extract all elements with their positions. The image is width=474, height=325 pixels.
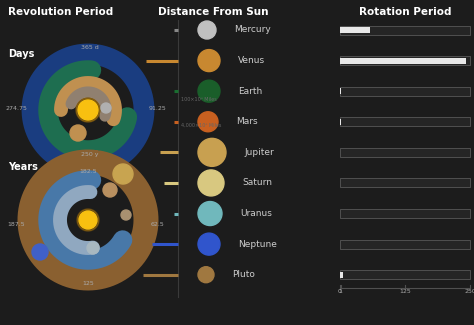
- Text: 91.25: 91.25: [149, 106, 167, 111]
- Text: 125: 125: [399, 289, 411, 294]
- Bar: [340, 178, 470, 188]
- Text: 62.5: 62.5: [151, 222, 165, 227]
- Circle shape: [198, 80, 220, 102]
- Text: Rotation Period: Rotation Period: [359, 7, 451, 17]
- Circle shape: [198, 138, 226, 166]
- Circle shape: [103, 183, 117, 197]
- Text: Revolution Period: Revolution Period: [8, 7, 113, 17]
- Circle shape: [198, 202, 222, 226]
- Text: 100×10⁶ Miles: 100×10⁶ Miles: [181, 97, 217, 102]
- Bar: [340, 209, 470, 218]
- Circle shape: [198, 50, 220, 72]
- Circle shape: [198, 21, 216, 39]
- Text: Jupiter: Jupiter: [244, 148, 274, 157]
- Text: 1: 1: [338, 289, 342, 294]
- Circle shape: [78, 100, 98, 120]
- Circle shape: [198, 112, 218, 132]
- Text: Mercury: Mercury: [234, 25, 271, 34]
- Bar: [340, 27, 371, 33]
- Bar: [340, 87, 470, 96]
- Text: Saturn: Saturn: [242, 178, 272, 188]
- Circle shape: [198, 170, 224, 196]
- Circle shape: [121, 210, 131, 220]
- Text: Earth: Earth: [238, 87, 262, 96]
- Bar: [340, 240, 470, 249]
- Circle shape: [70, 125, 86, 141]
- Circle shape: [113, 164, 133, 184]
- Text: 274.75: 274.75: [5, 106, 27, 111]
- Text: Mars: Mars: [236, 117, 258, 126]
- Circle shape: [198, 233, 220, 255]
- Circle shape: [198, 267, 214, 283]
- Circle shape: [32, 244, 48, 260]
- Circle shape: [101, 103, 111, 113]
- Text: 0: 0: [338, 289, 342, 294]
- Text: Uranus: Uranus: [240, 209, 272, 218]
- Bar: [340, 117, 470, 126]
- Bar: [340, 25, 470, 34]
- Text: Days: Days: [8, 49, 35, 59]
- Text: Years: Years: [8, 162, 38, 172]
- Text: Pluto: Pluto: [232, 270, 255, 279]
- Text: 250 y: 250 y: [81, 152, 99, 157]
- Text: 250: 250: [464, 289, 474, 294]
- Bar: [340, 58, 466, 64]
- Text: 365 d: 365 d: [81, 45, 99, 50]
- Bar: [340, 56, 470, 65]
- Circle shape: [76, 98, 100, 122]
- Text: Neptune: Neptune: [238, 240, 277, 249]
- Circle shape: [79, 211, 97, 229]
- Circle shape: [77, 209, 99, 231]
- Bar: [340, 270, 470, 279]
- Text: 187.5: 187.5: [8, 222, 25, 227]
- Circle shape: [87, 242, 99, 254]
- Text: Venus: Venus: [238, 56, 265, 65]
- Text: Distance From Sun: Distance From Sun: [158, 7, 268, 17]
- Bar: [340, 148, 470, 157]
- Text: 182.5: 182.5: [79, 169, 97, 174]
- Text: 4,000×10⁶ Miles: 4,000×10⁶ Miles: [181, 123, 221, 128]
- Bar: [340, 272, 343, 278]
- Text: 125: 125: [82, 281, 94, 286]
